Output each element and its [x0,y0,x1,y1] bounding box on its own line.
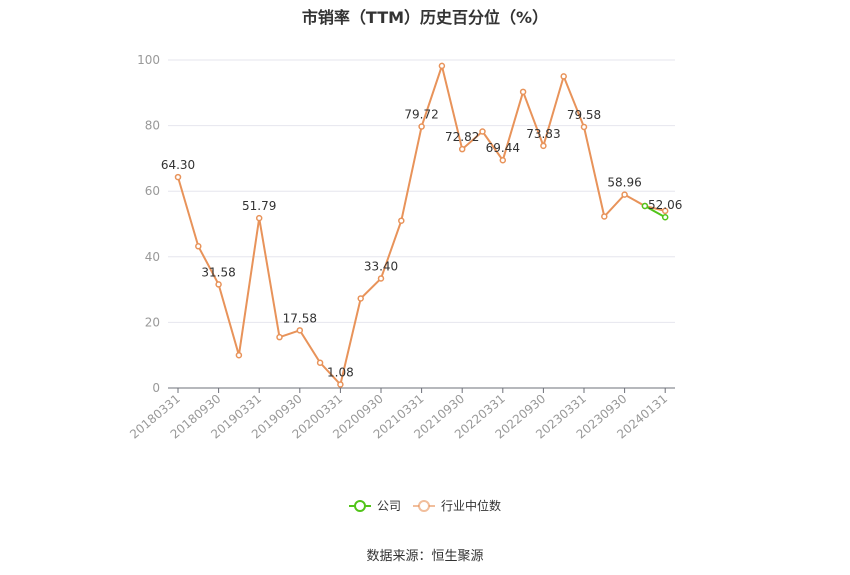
data-point [174,173,182,181]
data-point [235,351,243,359]
source-note: 数据来源：恒生聚源 [366,549,484,564]
data-label: 31.58 [201,265,235,279]
data-label: 1.08 [327,365,354,379]
legend-company-label: 公司 [377,499,401,513]
data-point [519,88,527,96]
data-label: 58.96 [607,176,641,190]
data-label: 33.40 [364,259,398,273]
series [174,62,669,388]
data-point [438,62,446,70]
data-label: 73.83 [526,127,560,141]
data-point [540,142,547,150]
data-point [418,123,425,130]
data-point [458,145,466,153]
data-point [661,207,669,215]
data-point [601,213,608,220]
chart-title: 市销率（TTM）历史百分位（%） [301,8,549,27]
data-label: 17.58 [283,311,317,325]
legend-median-marker [418,500,430,512]
data-point [641,202,649,210]
data-label: 51.79 [242,199,276,213]
y-tick-label: 40 [145,250,160,264]
data-point [276,333,283,341]
data-label: 64.30 [161,158,195,172]
y-tick-label: 60 [145,184,160,198]
y-tick-label: 0 [152,381,160,395]
data-point [621,191,628,198]
data-point [215,281,222,288]
data-labels: 64.30 31.58 51.79 17.58 1.08 33.40 79.72 72.82 6… [161,108,683,380]
legend: 公司 行业中位数 [349,498,501,513]
data-point [316,359,324,366]
data-point [560,73,567,80]
y-tick-label: 80 [145,119,160,133]
data-point [357,295,364,302]
legend-company-marker [354,500,366,512]
data-label: 72.82 [445,130,479,144]
data-label: 79.72 [404,108,438,122]
data-point [398,217,405,224]
data-point [296,327,304,334]
data-point [195,243,202,250]
data-point [255,214,263,222]
y-tick-label: 20 [145,315,160,329]
data-point [377,275,385,282]
legend-median-label: 行业中位数 [441,498,501,513]
data-point [580,123,588,131]
data-point [479,128,486,135]
data-label: 79.58 [567,108,601,122]
data-point [661,213,669,221]
data-label: 52.06 [648,198,682,212]
data-point [337,381,344,388]
y-tick-label: 100 [137,53,160,67]
series-line [644,205,666,219]
data-point [499,156,507,164]
data-label: 69.44 [486,141,520,155]
